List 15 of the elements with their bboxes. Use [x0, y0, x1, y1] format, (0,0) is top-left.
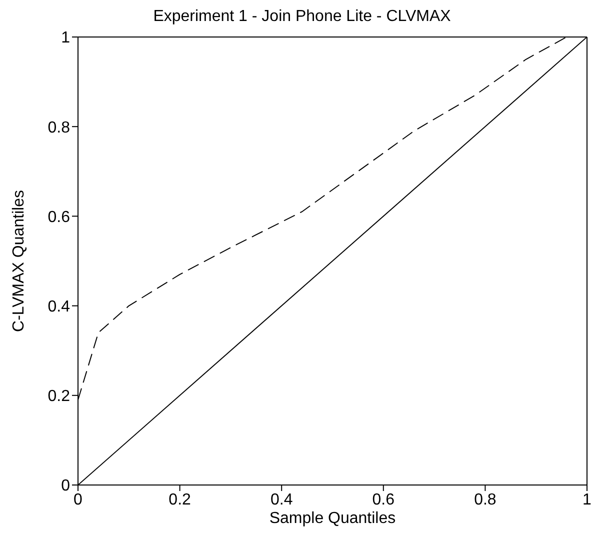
- x-tick-label: 0.6: [372, 491, 395, 508]
- x-tick-label: 0.4: [270, 491, 293, 508]
- y-tick-label: 0.6: [48, 208, 70, 226]
- x-tick-label: 1: [582, 491, 592, 508]
- x-tick-label: 0.8: [474, 491, 496, 508]
- x-axis-title: Sample Quantiles: [269, 510, 396, 527]
- y-tick-label: 1: [61, 30, 70, 47]
- x-tick-label: 0: [74, 491, 83, 508]
- chart-title: Experiment 1 - Join Phone Lite - CLVMAX: [152, 8, 452, 27]
- y-tick-label: 0.2: [48, 388, 70, 406]
- y-tick-label: 0.4: [48, 298, 70, 316]
- y-tick-label: 0: [61, 478, 70, 495]
- x-tick-label: 0.2: [168, 491, 192, 508]
- y-axis-title: C-LVMAX Quantiles: [10, 190, 28, 332]
- y-tick-label: 0.8: [48, 119, 70, 136]
